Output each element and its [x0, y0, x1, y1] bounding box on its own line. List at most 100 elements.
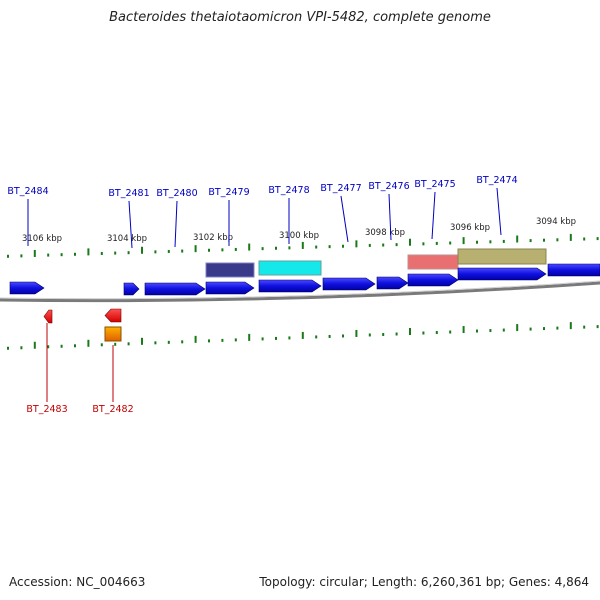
- scale-tick: [489, 240, 492, 244]
- forward-gene-label[interactable]: BT_2476: [368, 181, 409, 192]
- forward-gene-label[interactable]: BT_2479: [208, 187, 249, 198]
- scale-tick: [409, 328, 411, 336]
- accession-text: Accession: NC_004663: [9, 575, 146, 589]
- scale-tick: [20, 254, 23, 258]
- feature-block-olive: [457, 248, 547, 265]
- forward-gene-label[interactable]: BT_2484: [7, 186, 48, 197]
- reverse-gene-arrow[interactable]: [104, 308, 122, 323]
- scale-tick: [234, 338, 237, 342]
- forward-gene-arrow[interactable]: [205, 281, 255, 295]
- scale-tick: [60, 344, 63, 348]
- scale-tick: [382, 243, 385, 247]
- scale-tick: [221, 338, 224, 342]
- scale-tick: [596, 325, 599, 329]
- scale-tick: [476, 329, 478, 333]
- forward-gene-label[interactable]: BT_2478: [268, 185, 309, 196]
- scale-tick: [462, 326, 465, 334]
- feature-block-orange: [104, 326, 122, 342]
- scale-tick: [543, 238, 545, 242]
- forward-gene-arrow[interactable]: [322, 277, 376, 291]
- scale-tick: [328, 245, 331, 249]
- map-title: Bacteroides thetaiotaomicron VPI-5482, c…: [109, 10, 491, 25]
- scale-tick: [489, 329, 492, 333]
- scale-tick: [114, 251, 117, 255]
- forward-genes: [9, 263, 600, 296]
- scale-tick: [449, 241, 452, 245]
- reverse-gene-arrow[interactable]: [43, 309, 53, 324]
- scale-tick: [596, 237, 599, 241]
- scale-tick: [315, 335, 318, 339]
- scale-tick: [382, 332, 385, 336]
- scale-ticks-bottom: [7, 322, 599, 350]
- scale-tick: [395, 332, 398, 336]
- forward-gene-label[interactable]: BT_2475: [414, 179, 455, 190]
- scale-tick: [7, 254, 9, 258]
- scale-label: 3106 kbp: [22, 234, 62, 244]
- scale-tick: [33, 341, 36, 349]
- forward-gene-arrow[interactable]: [123, 282, 140, 296]
- scale-tick: [422, 242, 425, 246]
- scale-tick: [141, 337, 143, 345]
- scale-tick: [583, 325, 586, 329]
- scale-tick: [275, 246, 277, 250]
- scale-tick: [368, 333, 371, 337]
- gene-labels: BT_2484 BT_2481 BT_2480 BT_2479 BT_2478 BT_24…: [7, 175, 517, 415]
- scale-tick: [194, 335, 197, 343]
- scale-tick: [476, 240, 478, 244]
- forward-gene-arrow[interactable]: [376, 276, 409, 290]
- scale-tick: [409, 238, 411, 246]
- gene-leader-line: [128, 200, 133, 249]
- forward-gene-arrow[interactable]: [457, 267, 547, 281]
- reverse-genes: [43, 308, 122, 324]
- scale-tick: [248, 333, 251, 341]
- scale-tick: [74, 252, 76, 256]
- scale-label: 3098 kbp: [365, 228, 405, 238]
- scale-tick: [395, 243, 398, 247]
- scale-tick: [167, 249, 170, 253]
- scale-tick: [47, 253, 50, 257]
- forward-gene-arrow[interactable]: [144, 282, 206, 296]
- gene-leader-line: [388, 193, 392, 241]
- forward-gene-label[interactable]: BT_2477: [320, 183, 361, 194]
- reverse-gene-label[interactable]: BT_2483: [26, 404, 67, 415]
- scale-tick: [529, 327, 532, 331]
- scale-tick: [422, 331, 425, 335]
- scale-tick: [100, 251, 103, 255]
- scale-tick: [355, 240, 358, 248]
- forward-gene-arrow[interactable]: [9, 281, 45, 295]
- scale-tick: [435, 241, 438, 245]
- scale-tick: [114, 342, 117, 346]
- forward-gene-arrow[interactable]: [407, 273, 459, 287]
- scale-tick: [181, 249, 184, 253]
- reverse-gene-label[interactable]: BT_2482: [92, 404, 133, 415]
- scale-tick: [194, 245, 197, 253]
- forward-gene-label[interactable]: BT_2480: [156, 188, 197, 199]
- forward-gene-arrow[interactable]: [547, 263, 600, 277]
- scale-tick: [543, 327, 545, 331]
- forward-gene-label[interactable]: BT_2474: [476, 175, 517, 186]
- scale-tick: [449, 330, 452, 334]
- feature-block-cyan: [258, 260, 322, 276]
- scale-tick: [342, 334, 344, 338]
- scale-tick: [33, 249, 36, 257]
- scale-tick: [288, 336, 291, 340]
- scale-tick: [368, 243, 371, 247]
- forward-gene-label[interactable]: BT_2481: [108, 188, 149, 199]
- scale-tick: [315, 245, 318, 249]
- scale-tick: [100, 343, 103, 347]
- scale-tick: [87, 339, 90, 347]
- scale-tick: [569, 322, 572, 330]
- scale-label: 3102 kbp: [193, 233, 233, 243]
- scale-tick: [261, 247, 264, 251]
- scale-tick: [556, 326, 559, 330]
- scale-tick: [328, 334, 331, 338]
- scale-tick: [583, 237, 586, 241]
- forward-gene-arrow[interactable]: [258, 279, 322, 293]
- genome-backbone: [0, 281, 600, 303]
- scale-tick: [87, 248, 90, 256]
- scale-labels: 3106 kbp 3104 kbp 3102 kbp 3100 kbp 3098 kbp…: [22, 217, 576, 244]
- scale-tick: [60, 253, 63, 257]
- scale-tick: [208, 339, 210, 343]
- scale-tick: [127, 342, 130, 346]
- scale-tick: [529, 239, 532, 243]
